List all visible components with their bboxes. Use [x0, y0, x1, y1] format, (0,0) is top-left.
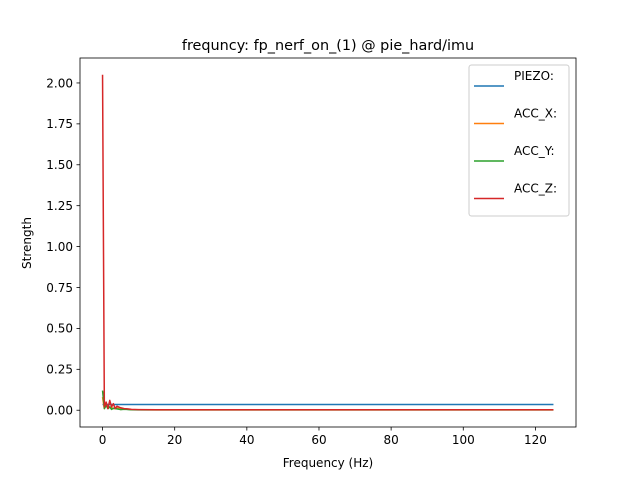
legend-item: PIEZO:: [474, 69, 554, 87]
y-tick-label: 0.00: [46, 404, 73, 418]
legend-box: [468, 64, 570, 217]
y-axis-ticks: 0.00 0.25 0.50 0.75 1.00 1.25 1.50 1.75 2.00: [46, 76, 80, 418]
y-tick-label: 1.00: [46, 240, 73, 254]
chart-title: frequncy: fp_nerf_on_(1) @ pie_hard/imu: [182, 38, 474, 54]
y-tick-label: 1.25: [46, 199, 73, 213]
x-tick-label: 100: [452, 433, 475, 447]
legend-label: ACC_Z:: [514, 182, 557, 196]
legend-label: ACC_Y:: [514, 144, 555, 158]
x-tick-label: 60: [311, 433, 326, 447]
y-tick-label: 0.25: [46, 363, 73, 377]
legend-item: ACC_Y:: [474, 144, 555, 162]
y-tick-label: 0.50: [46, 322, 73, 336]
y-tick-label: 1.50: [46, 158, 73, 172]
y-tick-label: 2.00: [46, 76, 73, 90]
series-line-acc-z: [101, 74, 554, 411]
y-tick-label: 1.75: [46, 117, 73, 131]
legend-label: PIEZO:: [514, 69, 554, 83]
legend-item: ACC_X:: [474, 107, 557, 125]
x-tick-label: 80: [383, 433, 398, 447]
y-tick-label: 0.75: [46, 281, 73, 295]
plot-area-frame: [79, 57, 577, 428]
x-tick-label: 40: [239, 433, 254, 447]
x-tick-label: 120: [524, 433, 547, 447]
plot-lines: [101, 74, 554, 411]
x-tick-label: 20: [167, 433, 182, 447]
legend: PIEZO: ACC_X: ACC_Y: ACC_Z:: [468, 64, 570, 217]
y-axis-label: Strength: [20, 217, 34, 269]
legend-label: ACC_X:: [514, 107, 557, 121]
x-tick-label: 0: [99, 433, 107, 447]
x-axis-label: Frequency (Hz): [283, 456, 374, 470]
legend-item: ACC_Z:: [474, 182, 557, 200]
x-axis-ticks: 0 20 40 60 80 100 120: [99, 427, 547, 447]
